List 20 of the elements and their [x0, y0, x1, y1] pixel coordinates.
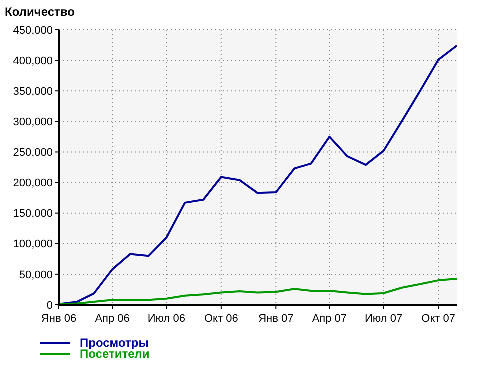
x-tick-label: Июл 06 [148, 313, 186, 325]
x-tick-label: Апр 07 [312, 313, 348, 325]
y-axis-title: Количество [5, 5, 75, 19]
x-tick-label: Окт 07 [422, 313, 456, 325]
x-tick-label: Янв 07 [258, 313, 294, 325]
y-tick-label: 450,000 [13, 24, 53, 37]
y-tick-label: 250,000 [13, 147, 53, 160]
y-tick-label: 200,000 [13, 178, 53, 190]
legend-label: Просмотры [80, 336, 150, 350]
y-tick-label: 100,000 [13, 238, 53, 251]
x-tick-label: Июл 07 [365, 313, 403, 325]
y-tick-label: 0 [46, 300, 53, 312]
y-tick-label: 300,000 [13, 116, 53, 129]
x-tick-label: Апр 06 [95, 313, 130, 325]
y-tick-label: 50,000 [19, 269, 53, 282]
y-tick-label: 150,000 [13, 208, 53, 220]
x-tick-label: Янв 06 [41, 313, 77, 325]
x-tick-label: Окт 06 [204, 313, 238, 325]
y-tick-label: 350,000 [13, 86, 53, 98]
y-tick-label: 400,000 [13, 55, 53, 68]
